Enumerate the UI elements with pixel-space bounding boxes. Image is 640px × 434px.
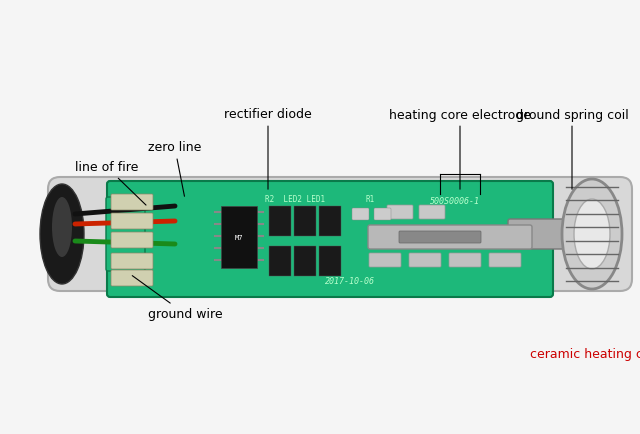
Text: 500S0006-1: 500S0006-1 [430, 197, 480, 206]
FancyBboxPatch shape [489, 253, 521, 267]
FancyBboxPatch shape [374, 208, 391, 220]
Text: ceramic heating core: ceramic heating core [530, 348, 640, 361]
FancyBboxPatch shape [409, 253, 441, 267]
FancyBboxPatch shape [221, 207, 257, 268]
FancyBboxPatch shape [269, 247, 291, 276]
FancyBboxPatch shape [294, 247, 316, 276]
FancyBboxPatch shape [111, 214, 153, 230]
Text: M7: M7 [235, 234, 243, 240]
Ellipse shape [40, 184, 84, 284]
Text: ground wire: ground wire [132, 276, 223, 321]
Text: R1: R1 [365, 195, 374, 204]
FancyBboxPatch shape [111, 233, 153, 248]
Ellipse shape [562, 180, 622, 289]
Ellipse shape [52, 197, 72, 257]
FancyBboxPatch shape [369, 253, 401, 267]
FancyBboxPatch shape [399, 231, 481, 243]
FancyBboxPatch shape [106, 197, 145, 271]
FancyBboxPatch shape [352, 208, 369, 220]
FancyBboxPatch shape [111, 270, 153, 286]
FancyBboxPatch shape [319, 207, 341, 237]
Text: line of fire: line of fire [75, 161, 146, 206]
Text: ground spring coil: ground spring coil [516, 108, 628, 190]
Text: 2017-10-06: 2017-10-06 [325, 277, 375, 286]
FancyBboxPatch shape [419, 206, 445, 220]
Ellipse shape [574, 200, 610, 270]
FancyBboxPatch shape [449, 253, 481, 267]
Text: heating core electrode: heating core electrode [389, 108, 531, 190]
FancyBboxPatch shape [368, 226, 532, 250]
Text: rectifier diode: rectifier diode [224, 108, 312, 190]
Text: R2  LED2 LED1: R2 LED2 LED1 [265, 195, 325, 204]
FancyBboxPatch shape [269, 207, 291, 237]
FancyBboxPatch shape [294, 207, 316, 237]
FancyBboxPatch shape [387, 206, 413, 220]
FancyBboxPatch shape [508, 220, 592, 250]
FancyBboxPatch shape [107, 181, 553, 297]
FancyBboxPatch shape [319, 247, 341, 276]
Text: zero line: zero line [148, 141, 202, 197]
FancyBboxPatch shape [111, 194, 153, 210]
FancyBboxPatch shape [111, 253, 153, 270]
FancyBboxPatch shape [48, 178, 632, 291]
